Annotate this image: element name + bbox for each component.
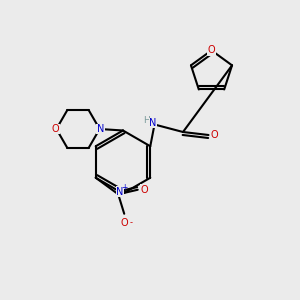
Text: O: O [120,218,128,228]
Text: N: N [97,124,104,134]
Text: -: - [129,218,132,227]
Text: O: O [208,45,215,56]
Text: H: H [143,116,149,125]
Text: +: + [122,183,128,192]
Text: N: N [149,118,157,128]
Text: O: O [210,130,218,140]
Text: N: N [116,187,123,197]
Text: O: O [140,185,148,195]
Text: O: O [52,124,59,134]
